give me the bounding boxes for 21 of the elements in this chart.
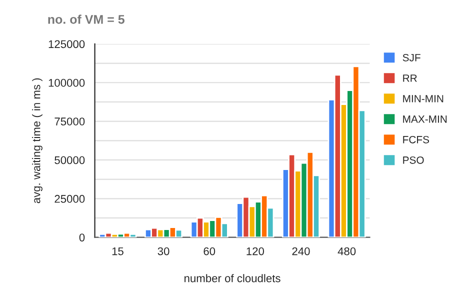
y-tick-label: 75000	[54, 118, 85, 126]
y-tick-label: 25000	[54, 194, 85, 203]
y-axis-title: avg. waiting time ( in ms )	[32, 78, 42, 204]
legend-label: MIN-MIN	[403, 95, 444, 102]
y-tick-label: 100000	[48, 78, 85, 87]
chart-title: no. of VM = 5	[48, 14, 124, 24]
x-tick-label: 60	[204, 247, 216, 256]
y-tick-label: 125000	[48, 40, 85, 48]
x-tick-label: 15	[112, 247, 124, 256]
x-tick-label: 480	[338, 247, 356, 256]
x-tick-label: 30	[158, 247, 170, 256]
legend-label: MAX-MIN	[403, 116, 447, 123]
x-tick-label: 120	[246, 247, 264, 256]
legend-label: SJF	[402, 54, 420, 62]
y-tick-label: 50000	[54, 156, 85, 164]
y-tick-label: 0	[79, 234, 85, 242]
legend-label: PSO	[403, 156, 424, 164]
x-axis-title: number of cloudlets	[184, 274, 280, 282]
legend-label: FCFS	[403, 136, 430, 144]
legend-label: RR	[403, 74, 417, 82]
x-tick-label: 240	[292, 247, 310, 256]
